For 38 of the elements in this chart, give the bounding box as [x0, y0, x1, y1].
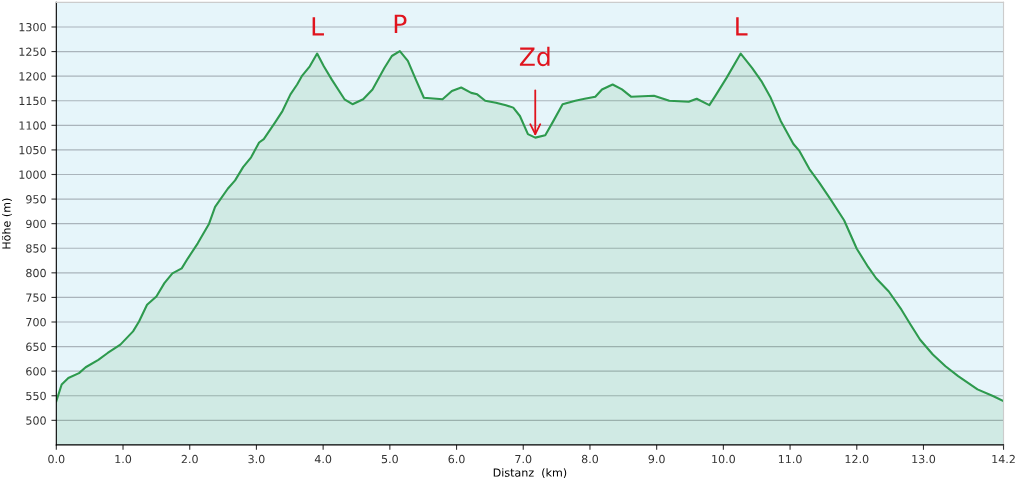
x-tick-label: 0.0	[48, 454, 65, 464]
y-tick-label: 1150	[19, 96, 46, 106]
y-tick-label: 550	[26, 391, 46, 401]
x-tick-label: 6.0	[448, 454, 465, 464]
y-tick-label: 800	[26, 268, 46, 278]
x-tick-label: 5.0	[381, 454, 398, 464]
y-tick-label: 1100	[19, 121, 46, 130]
x-tick-label: 3.0	[248, 454, 265, 464]
x-tick-label: 4.0	[314, 454, 332, 464]
x-tick-label: 1.0	[115, 454, 132, 464]
x-tick-label: 7.0	[515, 454, 532, 464]
x-tick-label: 8.0	[581, 454, 599, 464]
annotation: P	[394, 14, 407, 33]
y-tick-label: 1000	[19, 170, 46, 179]
y-tick-label: 1300	[19, 22, 46, 32]
x-axis-title: Distanz (km)	[493, 468, 567, 479]
x-tick-label: 11.0	[778, 454, 802, 464]
y-tick-label: 850	[26, 244, 46, 253]
y-tick-label: 1050	[19, 145, 46, 155]
y-tick-label: 950	[26, 195, 46, 204]
y-tick-label: 1200	[19, 72, 46, 81]
x-tick-label: 9.0	[648, 454, 665, 464]
x-tick-label: 10.0	[712, 454, 735, 464]
y-tick-label: 1250	[19, 47, 46, 56]
y-tick-label: 650	[26, 342, 46, 351]
x-tick-label: 12.0	[845, 454, 869, 464]
annotation: Zd	[519, 46, 550, 67]
x-tick-label: 13.0	[912, 454, 936, 464]
annotation: L	[312, 17, 324, 36]
y-tick-label: 900	[26, 219, 46, 229]
x-tick-label: 14.2	[992, 454, 1015, 464]
y-tick-label: 500	[26, 416, 46, 425]
x-tick-label: 2.0	[181, 454, 198, 464]
y-tick-label: 700	[26, 317, 46, 327]
y-tick-label: 600	[26, 367, 46, 376]
y-tick-label: 750	[26, 293, 46, 302]
y-axis-title: Höhe (m)	[2, 198, 12, 249]
annotation: L	[736, 17, 748, 36]
